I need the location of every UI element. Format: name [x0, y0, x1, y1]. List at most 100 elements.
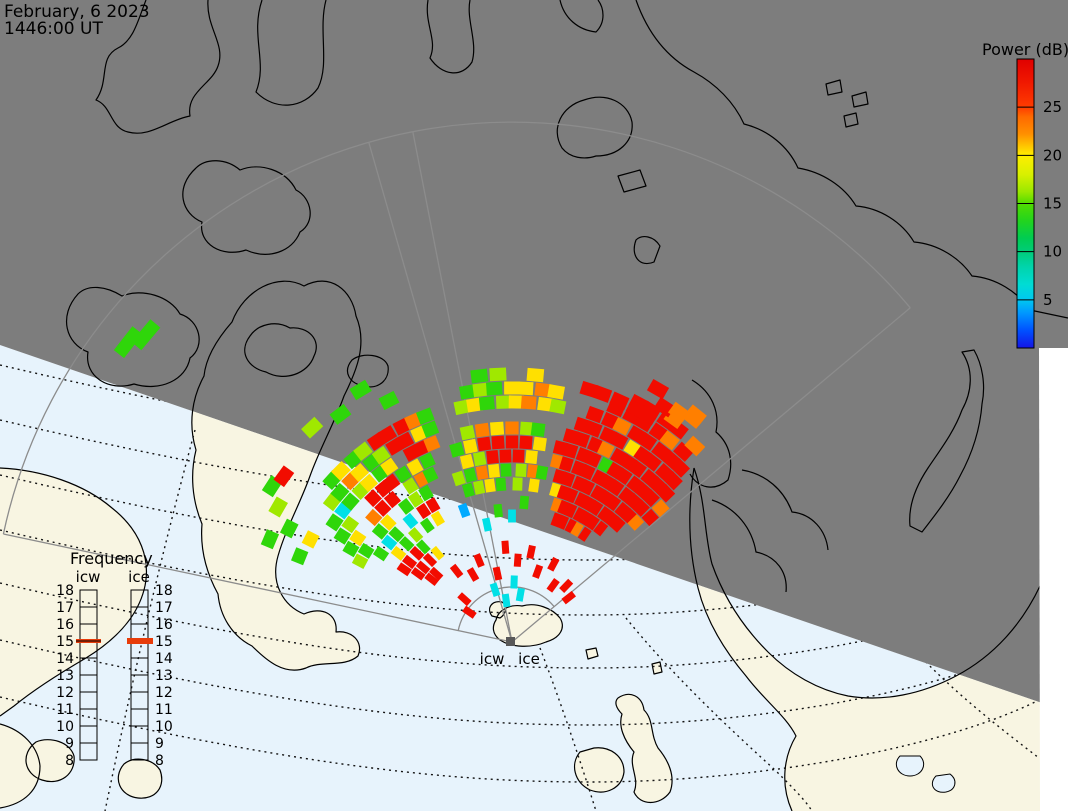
radar-site-marker: [506, 637, 515, 646]
radar-cell: [505, 421, 519, 435]
radar-cell: [378, 390, 400, 411]
meridian-line: [904, 639, 1040, 759]
radar-cell: [380, 457, 399, 476]
frequency-tick-label-left: 8: [65, 753, 74, 769]
radar-cell: [425, 497, 441, 514]
radar-cell: [519, 495, 530, 510]
frequency-tick-label-right: 12: [155, 685, 173, 701]
svalbard-coast: [556, 96, 633, 159]
radar-cell: [381, 534, 398, 551]
radar-cell: [637, 405, 659, 426]
labrador-islands: [118, 759, 162, 799]
frequency-tick-label-left: 14: [56, 651, 74, 667]
radar-cell: [418, 484, 434, 502]
radar-cell: [463, 438, 478, 455]
radar-cell: [372, 545, 390, 562]
radar-cell: [564, 518, 578, 534]
colorbar-tick-label: 5: [1043, 291, 1053, 309]
radar-cell: [564, 487, 579, 504]
latitude-arc: [0, 529, 1046, 616]
radar-cell: [377, 425, 398, 445]
small-island: [559, 0, 604, 33]
frequency-tick-label-right: 14: [155, 651, 173, 667]
radar-cell: [422, 466, 439, 484]
radar-cell: [607, 479, 625, 497]
radar-cell: [512, 477, 523, 491]
baffin-island: [0, 468, 147, 716]
radar-cell: [646, 378, 670, 400]
radar-cell: [390, 545, 407, 561]
frequency-tick-label-right: 8: [155, 753, 164, 769]
shetland: [652, 662, 662, 674]
frequency-tick-label-right: 9: [155, 736, 164, 752]
radar-cell: [325, 513, 344, 532]
radar-cell: [260, 529, 280, 550]
radar-cell: [495, 477, 507, 492]
radar-cell: [632, 499, 650, 517]
radar-cell: [596, 440, 615, 459]
radar-cell: [419, 517, 435, 534]
radar-cell: [500, 463, 512, 477]
radar-cell: [430, 545, 445, 561]
frequency-mark-ice: [127, 638, 153, 644]
radar-backscatter-cells: [113, 319, 707, 619]
radar-cell: [558, 456, 574, 473]
radar-cell: [279, 518, 299, 539]
radar-cell: [526, 367, 545, 383]
radar-cell: [560, 471, 576, 488]
radar-cell: [357, 542, 375, 559]
radar-cell: [572, 507, 587, 523]
faroe-islands: [586, 648, 598, 659]
radar-cell: [512, 449, 525, 463]
radar-cell: [546, 578, 560, 593]
radar-cell: [592, 385, 613, 403]
radar-cell: [330, 482, 350, 503]
radar-cell: [513, 553, 522, 567]
radar-cell: [371, 445, 391, 465]
radar-cell: [579, 463, 596, 481]
radar-cell: [597, 489, 614, 507]
radar-cell: [402, 512, 419, 530]
frequency-tick-label-right: 13: [155, 668, 173, 684]
radar-cell: [374, 479, 393, 498]
radar-cell: [415, 502, 432, 520]
radar-cell: [505, 435, 519, 449]
radar-cell: [549, 398, 567, 415]
radar-cell: [365, 508, 383, 527]
frequency-tick-label-left: 12: [56, 685, 74, 701]
svalbard-coast: [617, 169, 647, 193]
radar-cell: [659, 430, 680, 451]
colorbar-tick-label: 15: [1043, 195, 1062, 213]
radar-cell: [466, 567, 480, 582]
radar-cell: [578, 510, 594, 527]
frequency-column-ice: ice: [128, 568, 150, 586]
radar-cell: [609, 391, 630, 411]
radar-cell: [401, 554, 418, 570]
radar-cell: [461, 482, 475, 498]
radar-cell: [410, 567, 426, 581]
radar-cell: [519, 435, 533, 450]
radar-cell: [349, 463, 370, 483]
novaya-zemlya-coast: [909, 349, 985, 533]
radar-cell: [449, 441, 465, 458]
radar-cell: [637, 431, 658, 451]
time-label: 1446:00 UT: [4, 19, 103, 39]
scandinavia-europe: [688, 468, 1040, 811]
kola-coast: [711, 499, 787, 593]
frequency-tick-label-right: 10: [155, 719, 173, 735]
radar-cell: [670, 458, 691, 478]
frequency-bar-segment-icw: [79, 742, 98, 761]
victoria-island: [65, 286, 200, 388]
radar-cell: [534, 382, 552, 398]
radar-cell: [477, 436, 492, 452]
radar-cell: [614, 501, 631, 519]
frequency-tick-label-right: 17: [155, 600, 173, 616]
radar-cell: [374, 499, 392, 517]
ellesmere-island: [182, 160, 311, 255]
radar-cell: [561, 590, 577, 605]
latitude-arc: [0, 474, 1046, 561]
radar-cell: [562, 442, 579, 459]
svalbard-coast: [633, 236, 661, 265]
radar-fov-outer-arc: [2, 121, 911, 535]
